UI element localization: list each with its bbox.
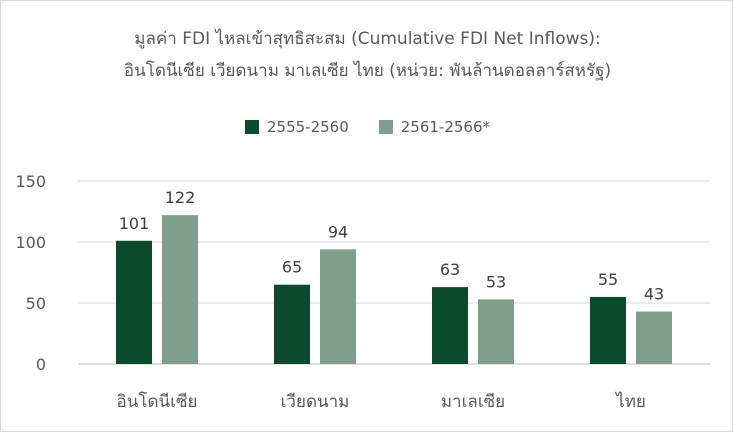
chart-title: มูลค่า FDI ไหลเข้าสุทธิสะสม (Cumulative … xyxy=(1,23,733,87)
bar-series-2-0 xyxy=(162,215,198,364)
data-label-series-2-3: 43 xyxy=(644,285,664,304)
bar-series-1-1 xyxy=(274,284,310,364)
y-tick-label-150: 150 xyxy=(15,172,46,191)
data-label-series-1-1: 65 xyxy=(282,258,302,277)
chart-title-line2: อินโดนีเซีย เวียดนาม มาเลเซีย ไทย (หน่วย… xyxy=(123,61,612,81)
bar-series-1-3 xyxy=(590,296,626,364)
bar-series-2-2 xyxy=(478,299,514,364)
x-tick-label-0: อินโดนีเซีย xyxy=(117,391,198,412)
bar-series-1-2 xyxy=(432,287,468,364)
chart-title-line1: มูลค่า FDI ไหลเข้าสุทธิสะสม (Cumulative … xyxy=(134,29,601,49)
legend-item-series-2: 2561-2566* xyxy=(378,118,491,136)
legend-swatch-series-2 xyxy=(378,120,393,134)
chart-legend: 2555-2560 2561-2566* xyxy=(1,118,733,136)
bar-series-2-3 xyxy=(636,311,672,364)
legend-label-series-2: 2561-2566* xyxy=(400,118,491,136)
x-tick-label-2: มาเลเซีย xyxy=(441,392,505,412)
legend-label-series-1: 2555-2560 xyxy=(266,118,349,136)
y-tick-label-0: 0 xyxy=(36,355,46,374)
data-label-series-2-2: 53 xyxy=(486,272,506,291)
legend-item-series-1: 2555-2560 xyxy=(244,118,349,136)
legend-swatch-series-1 xyxy=(244,120,259,134)
data-label-series-2-0: 122 xyxy=(165,188,196,207)
data-label-series-2-1: 94 xyxy=(328,222,348,241)
x-tick-label-3: ไทย xyxy=(614,391,646,412)
x-tick-label-1: เวียดนาม xyxy=(281,392,350,412)
y-tick-label-50: 50 xyxy=(26,294,46,313)
bar-series-1-0 xyxy=(116,240,152,364)
y-tick-label-100: 100 xyxy=(15,233,46,252)
bar-series-2-1 xyxy=(320,249,356,364)
data-label-series-1-3: 55 xyxy=(598,270,618,289)
data-label-series-1-0: 101 xyxy=(119,214,150,233)
data-label-series-1-2: 63 xyxy=(440,260,460,279)
